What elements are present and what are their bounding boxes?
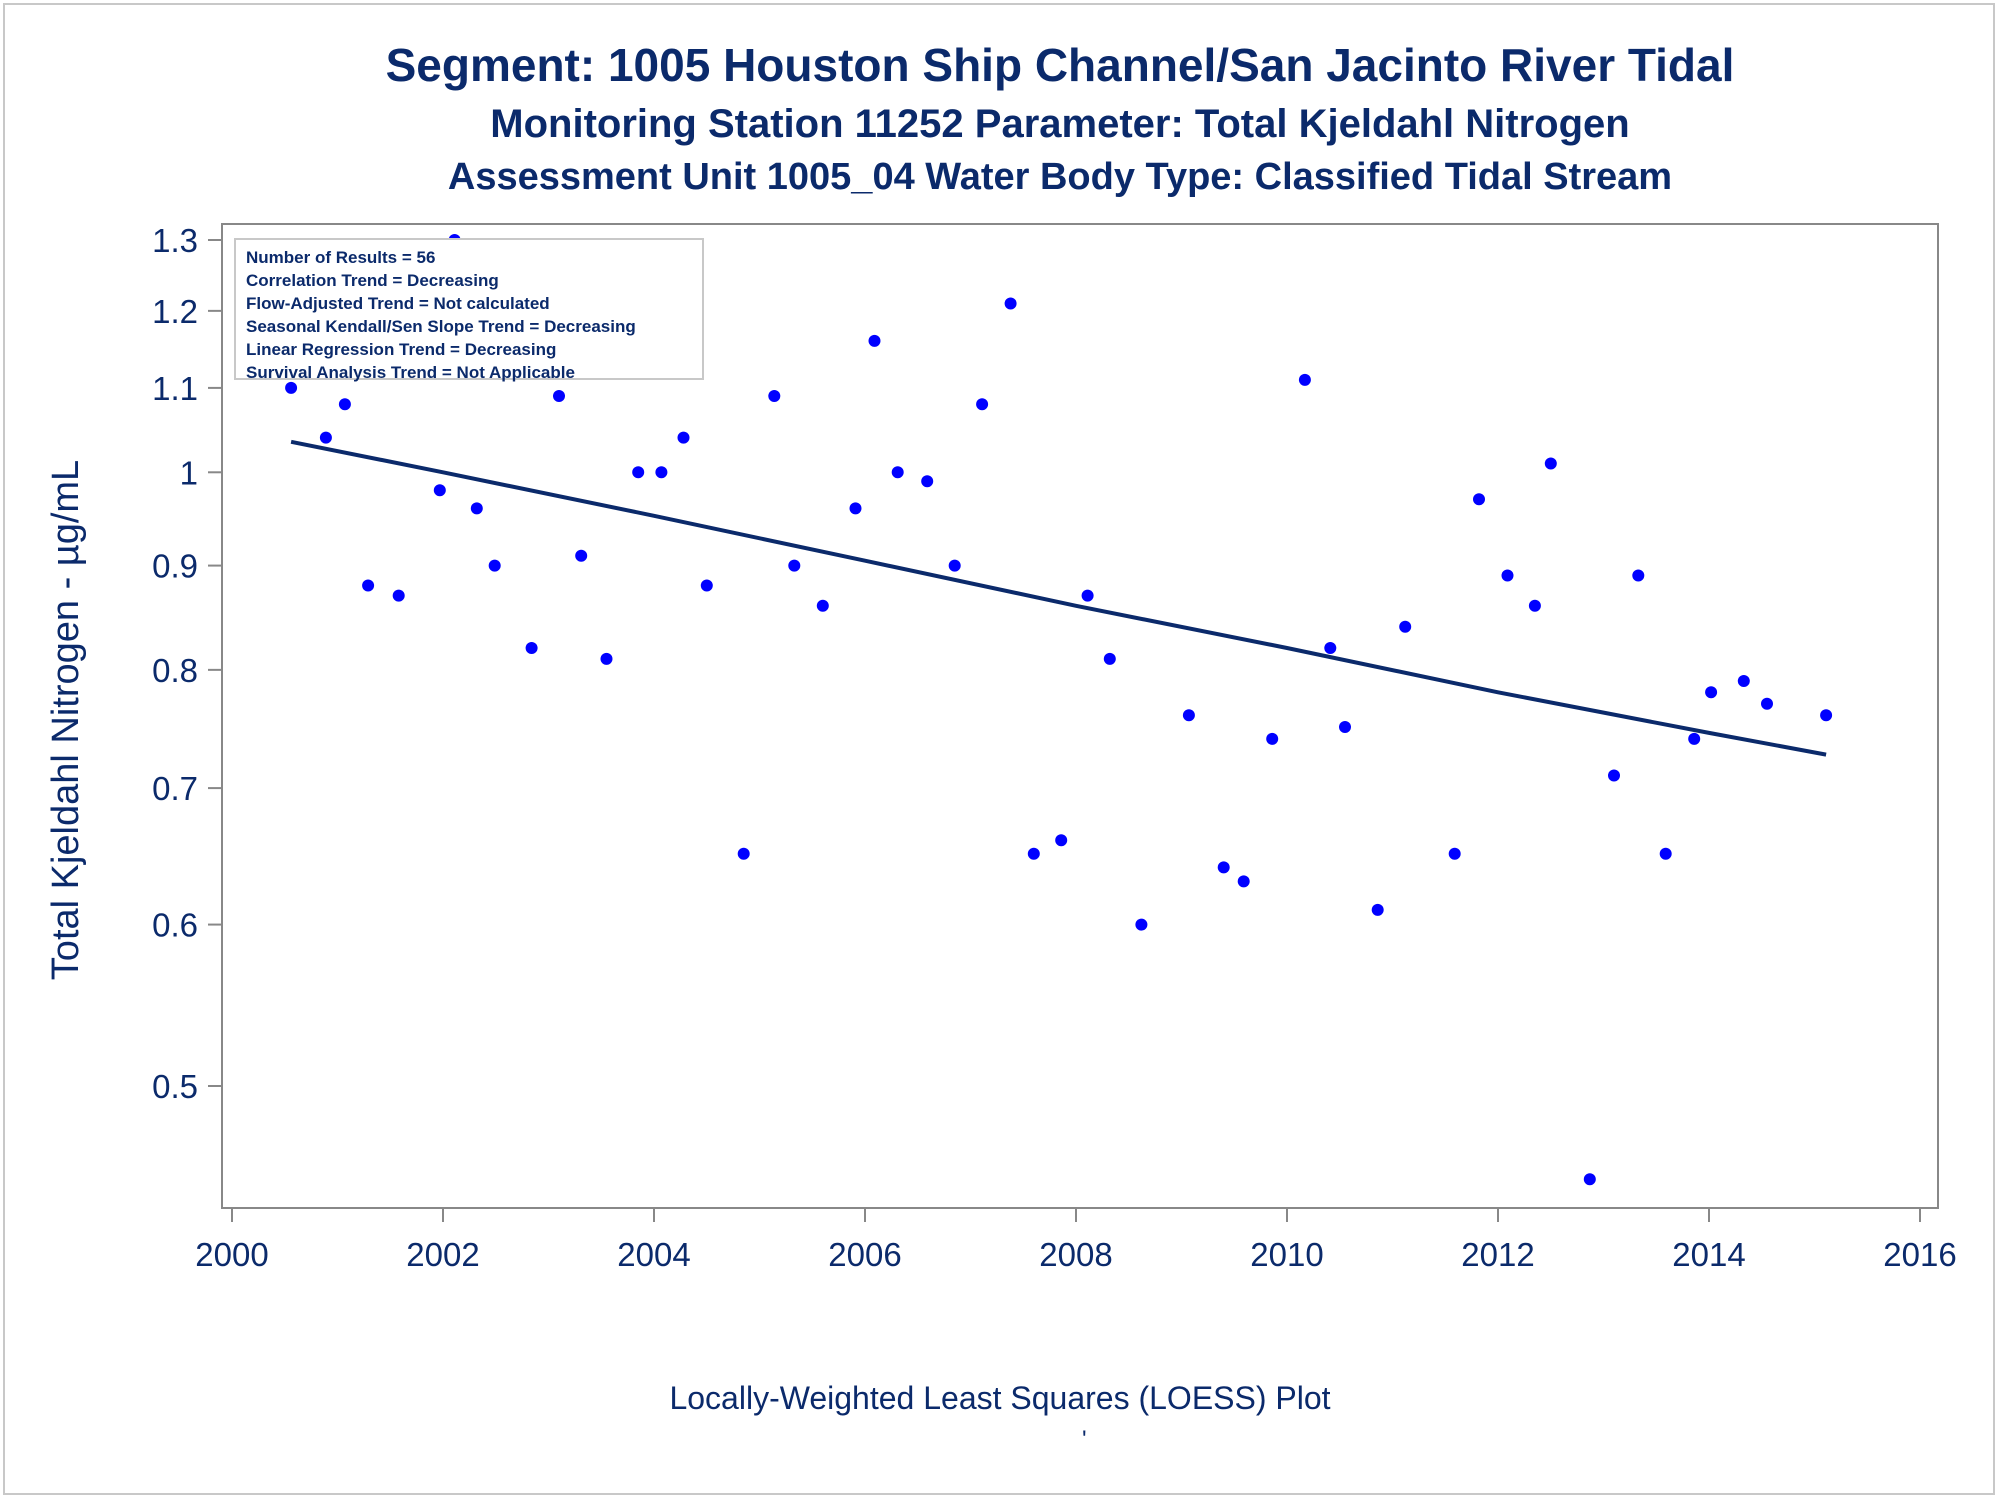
data-point bbox=[1608, 769, 1620, 782]
data-point bbox=[921, 475, 934, 488]
data-point bbox=[488, 559, 501, 572]
data-point bbox=[976, 398, 989, 411]
data-point bbox=[677, 431, 690, 444]
chart-subtitle-2: Assessment Unit 1005_04 Water Body Type:… bbox=[447, 156, 1673, 198]
y-tick-label: 1.1 bbox=[152, 370, 198, 407]
data-point bbox=[319, 431, 332, 444]
x-tick-label: 2000 bbox=[195, 1236, 268, 1273]
data-point bbox=[1632, 569, 1645, 582]
x-tick-label: 2008 bbox=[1039, 1236, 1112, 1273]
data-point bbox=[1182, 709, 1195, 722]
y-axis: 0.5 0.6 0.7 0.8 0.9 1 1.1 1.2 1.3 bbox=[152, 222, 222, 1105]
data-point bbox=[362, 579, 375, 592]
data-point bbox=[1820, 709, 1833, 722]
x-tick-label: 2012 bbox=[1461, 1236, 1534, 1273]
data-point bbox=[285, 381, 298, 394]
data-point bbox=[1583, 1173, 1596, 1186]
trend-summary-box: Number of Results = 56 Correlation Trend… bbox=[234, 238, 704, 382]
data-point bbox=[600, 652, 613, 665]
x-tick-label: 2006 bbox=[828, 1236, 901, 1273]
x-tick-label: 2014 bbox=[1672, 1236, 1745, 1273]
data-point bbox=[1544, 457, 1557, 470]
data-point bbox=[868, 334, 881, 347]
plot-method-footnote: Locally-Weighted Least Squares (LOESS) P… bbox=[669, 1380, 1331, 1416]
data-point bbox=[1448, 847, 1461, 860]
stat-survival-analysis-trend: Survival Analysis Trend = Not Applicable bbox=[246, 363, 575, 382]
data-point bbox=[1705, 686, 1718, 699]
chart-title: Segment: 1005 Houston Ship Channel/San J… bbox=[385, 39, 1735, 91]
data-point bbox=[948, 559, 961, 572]
x-axis: 2000 2002 2004 2006 2008 2010 2012 2014 2016 bbox=[195, 1208, 1957, 1273]
y-tick-label: 0.5 bbox=[152, 1068, 198, 1105]
y-tick-label: 0.6 bbox=[152, 907, 198, 944]
y-tick-label: 0.8 bbox=[152, 652, 198, 689]
data-point bbox=[1266, 732, 1279, 745]
stat-correlation-trend: Correlation Trend = Decreasing bbox=[246, 271, 499, 290]
data-point bbox=[1528, 599, 1541, 612]
data-point bbox=[1004, 297, 1017, 310]
stat-linear-regression-trend: Linear Regression Trend = Decreasing bbox=[246, 340, 557, 359]
footnote-mark: ' bbox=[1082, 1426, 1087, 1453]
data-point bbox=[1761, 697, 1773, 710]
data-point bbox=[1501, 569, 1514, 582]
data-point bbox=[768, 390, 781, 402]
data-point bbox=[1339, 721, 1351, 733]
y-tick-label: 0.9 bbox=[152, 548, 198, 585]
y-tick-label: 0.7 bbox=[152, 770, 198, 807]
data-point bbox=[655, 466, 668, 479]
x-tick-label: 2004 bbox=[617, 1236, 690, 1273]
data-point bbox=[1737, 675, 1750, 687]
data-point bbox=[788, 559, 801, 572]
data-point bbox=[737, 847, 750, 860]
data-point bbox=[433, 484, 446, 497]
data-point bbox=[575, 549, 588, 562]
data-point bbox=[1027, 847, 1040, 860]
y-tick-label: 1.2 bbox=[152, 293, 198, 330]
trend-line bbox=[290, 439, 1827, 757]
data-point bbox=[1298, 373, 1311, 386]
y-axis-title: Total Kjeldahl Nitrogen - µg/mL bbox=[45, 460, 87, 980]
data-point bbox=[1371, 903, 1384, 916]
data-point bbox=[1688, 732, 1701, 745]
data-point bbox=[1473, 493, 1485, 506]
y-tick-label: 1.3 bbox=[152, 222, 198, 259]
plot-area bbox=[221, 223, 1939, 1209]
data-point bbox=[1217, 861, 1230, 874]
data-point bbox=[392, 589, 405, 602]
data-point bbox=[1103, 652, 1116, 665]
y-tick-label: 1 bbox=[180, 454, 198, 491]
data-point bbox=[849, 502, 862, 515]
data-point bbox=[632, 466, 645, 479]
data-point bbox=[553, 390, 565, 402]
x-tick-label: 2002 bbox=[406, 1236, 479, 1273]
data-point bbox=[470, 502, 483, 515]
data-point bbox=[1399, 620, 1412, 633]
data-point bbox=[700, 579, 713, 592]
data-point bbox=[1324, 642, 1337, 654]
data-point bbox=[525, 642, 538, 654]
x-tick-label: 2010 bbox=[1250, 1236, 1323, 1273]
data-point bbox=[1055, 834, 1068, 847]
data-point bbox=[1081, 589, 1094, 602]
data-points bbox=[285, 234, 1833, 1186]
stat-number-of-results: Number of Results = 56 bbox=[246, 248, 436, 267]
data-point bbox=[1659, 847, 1672, 860]
stat-flow-adjusted-trend: Flow-Adjusted Trend = Not calculated bbox=[246, 294, 550, 313]
chart-subtitle: Monitoring Station 11252 Parameter: Tota… bbox=[490, 102, 1630, 146]
data-point bbox=[338, 398, 351, 411]
stat-seasonal-kendall-trend: Seasonal Kendall/Sen Slope Trend = Decre… bbox=[246, 317, 636, 336]
data-point bbox=[1135, 918, 1148, 931]
data-point bbox=[816, 599, 829, 612]
x-tick-label: 2016 bbox=[1883, 1236, 1956, 1273]
data-point bbox=[891, 466, 904, 479]
data-point bbox=[1237, 875, 1250, 888]
